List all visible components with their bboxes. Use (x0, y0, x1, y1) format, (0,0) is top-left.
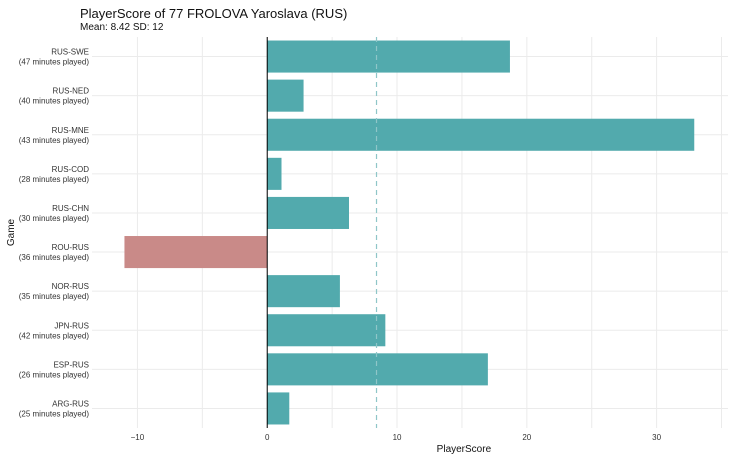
y-tick-label-game: ESP-RUS (53, 360, 89, 369)
y-tick-label-game: RUS-CHN (52, 204, 89, 213)
bar-rus-chn (267, 196, 349, 229)
y-tick-label-game: ROU-RUS (52, 243, 89, 252)
y-tick-label-minutes: (35 minutes played) (19, 292, 90, 301)
bar-rus-cod (267, 157, 282, 190)
bar-esp-rus (267, 353, 488, 386)
y-tick-label-minutes: (26 minutes played) (19, 370, 90, 379)
y-tick-label-minutes: (43 minutes played) (19, 136, 90, 145)
y-tick-label-game: ARG-RUS (52, 399, 89, 408)
x-tick-label: 0 (265, 433, 270, 442)
x-tick-label: −10 (131, 433, 145, 442)
x-tick-label: 30 (652, 433, 661, 442)
bar-jpn-rus (267, 314, 386, 347)
y-tick-label-game: RUS-SWE (51, 48, 89, 57)
x-axis-label: PlayerScore (437, 444, 492, 455)
x-tick-label: 20 (522, 433, 531, 442)
y-tick-label-game: RUS-MNE (52, 126, 89, 135)
x-tick-label: 10 (393, 433, 402, 442)
y-tick-label-game: NOR-RUS (52, 282, 89, 291)
y-tick-label-game: RUS-COD (52, 165, 90, 174)
bar-rus-mne (267, 118, 695, 151)
y-tick-label-minutes: (28 minutes played) (19, 175, 90, 184)
bar-rou-rus (124, 236, 268, 269)
bar-rus-ned (267, 79, 304, 112)
y-tick-label-minutes: (25 minutes played) (19, 409, 90, 418)
chart-subtitle: Mean: 8.42 SD: 12 (80, 22, 164, 33)
y-tick-label-game: RUS-NED (53, 87, 90, 96)
bar-rus-swe (267, 40, 510, 73)
y-axis-label: Game (6, 218, 17, 246)
bar-arg-rus (267, 392, 290, 425)
y-tick-label-game: JPN-RUS (54, 321, 89, 330)
y-tick-label-minutes: (40 minutes played) (19, 97, 90, 106)
chart-title: PlayerScore of 77 FROLOVA Yaroslava (RUS… (80, 6, 348, 21)
y-tick-label-minutes: (42 minutes played) (19, 331, 90, 340)
y-tick-label-minutes: (47 minutes played) (19, 58, 90, 67)
y-tick-label-minutes: (36 minutes played) (19, 253, 90, 262)
bar-nor-rus (267, 275, 340, 308)
y-tick-label-minutes: (30 minutes played) (19, 214, 90, 223)
